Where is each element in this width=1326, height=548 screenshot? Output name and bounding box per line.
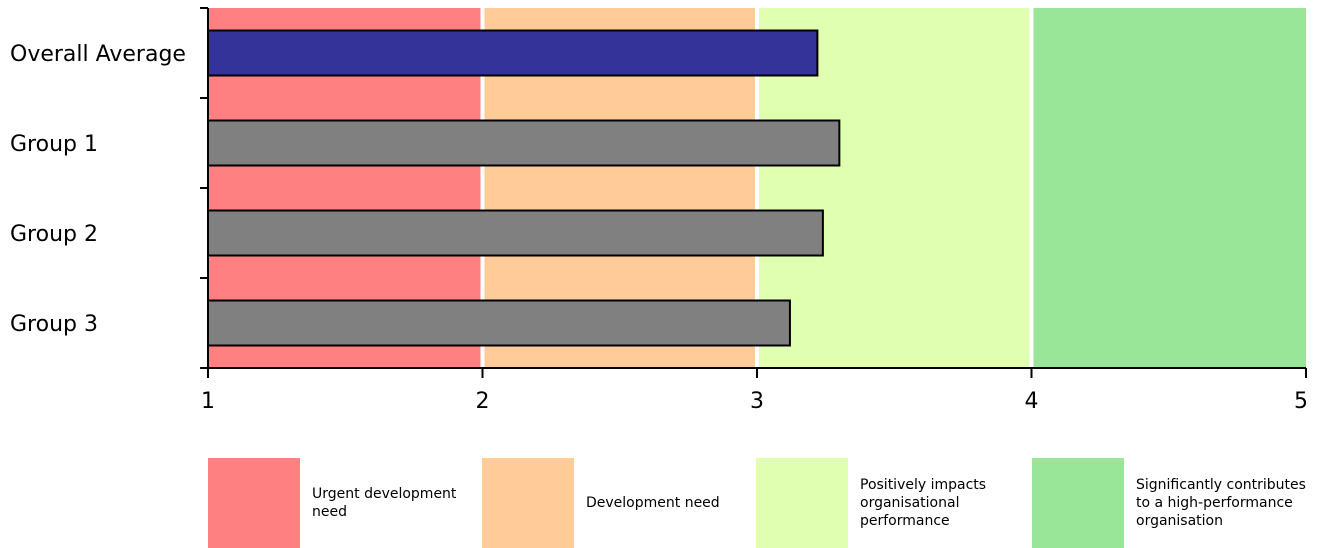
category-label-3: Group 2 — [10, 222, 98, 247]
legend-item-development: Development need — [482, 458, 756, 548]
x-tick-label-5: 5 — [1294, 389, 1308, 414]
band-4 — [1033, 8, 1306, 368]
bars — [207, 29, 841, 347]
category-label-2: Group 1 — [10, 132, 98, 157]
legend-label-positive: Positively impacts organisational perfor… — [860, 477, 987, 529]
x-tick-label-2: 2 — [476, 389, 490, 414]
x-tick-label-4: 4 — [1025, 389, 1039, 414]
x-tick-label-3: 3 — [750, 389, 764, 414]
x-tick-label-1: 1 — [201, 389, 215, 414]
category-label-4: Group 3 — [10, 312, 98, 337]
legend-label-urgent: Urgent development need — [312, 486, 457, 520]
legend-item-positive: Positively impacts organisational perfor… — [756, 458, 1030, 548]
x-tick-labels: 1 2 3 4 5 — [201, 389, 1308, 414]
legend-item-significant: Significantly contributes to a high-perf… — [1032, 458, 1306, 548]
bar-4 — [207, 299, 791, 347]
legend-swatch-urgent — [208, 458, 300, 548]
bar-chart: Overall Average Group 1 Group 2 Group 3 1 2 3… — [10, 7, 1308, 414]
bar-2 — [207, 119, 841, 167]
legend-swatch-development — [482, 458, 574, 548]
category-label-1: Overall Average — [10, 42, 186, 67]
category-labels: Overall Average Group 1 Group 2 Group 3 — [10, 42, 186, 337]
legend-item-urgent: Urgent development need — [208, 458, 482, 548]
legend-swatch-positive — [756, 458, 848, 548]
axes — [200, 7, 1307, 378]
legend-swatch-significant — [1032, 458, 1124, 548]
legend-label-significant: Significantly contributes to a high-perf… — [1136, 477, 1306, 529]
bar-1 — [207, 29, 819, 77]
legend-label-development: Development need — [586, 495, 720, 511]
bar-3 — [207, 209, 824, 257]
